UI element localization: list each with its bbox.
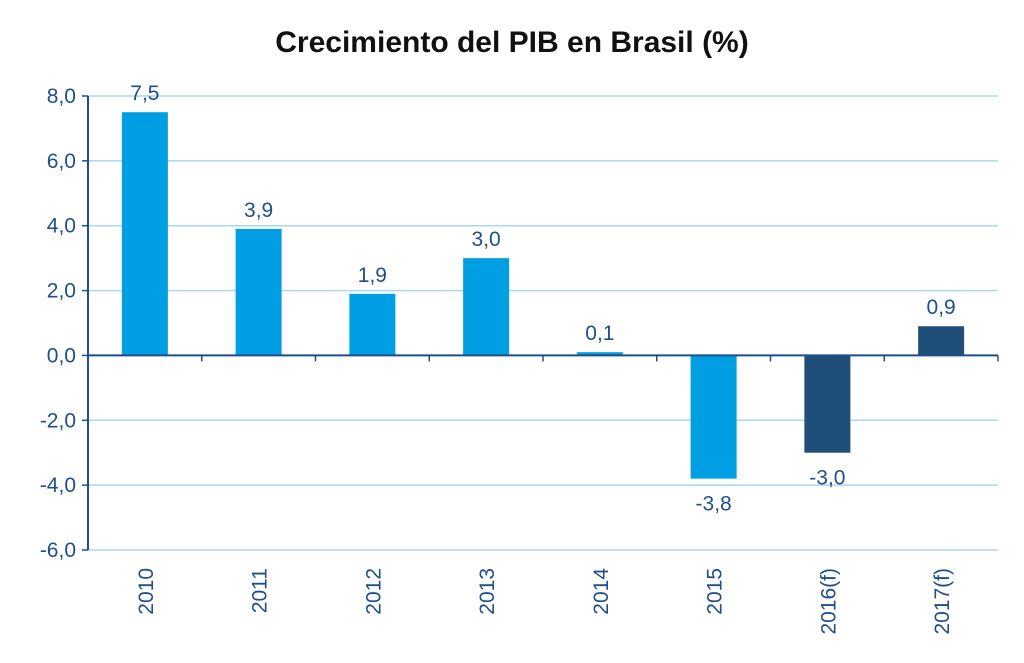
bar-2011 (235, 228, 282, 356)
data-label: -3,8 (696, 493, 732, 516)
y-tick-label: -2,0 (40, 409, 76, 432)
bar-2010 (121, 112, 168, 356)
data-label: 7,5 (130, 82, 159, 105)
y-tick-label: -6,0 (40, 539, 76, 562)
x-category-label: 2011 (249, 568, 272, 613)
x-category-label: 2015 (704, 568, 727, 615)
axes (82, 95, 999, 551)
bar-2015 (690, 355, 737, 479)
y-tick-label: 4,0 (47, 215, 76, 238)
x-category-label: 2010 (135, 568, 158, 615)
y-tick-label: -4,0 (40, 474, 76, 497)
labels: 8,0 6,0 4,0 2,0 0,0 -2,0 -4,0 -6,0 7,5 2010 3,9 201… (40, 82, 956, 634)
bar-2012 (349, 293, 396, 356)
data-label: 3,0 (472, 228, 501, 251)
chart-title: Crecimiento del PIB en Brasil (%) (275, 26, 749, 59)
y-tick-label: 8,0 (47, 85, 76, 108)
x-category-label: 2014 (590, 568, 613, 615)
x-category-label: 2016(f) (817, 568, 840, 635)
data-label: 0,1 (585, 322, 614, 345)
bar-2016(f) (804, 355, 851, 453)
bars (121, 112, 965, 479)
y-tick-label: 0,0 (47, 344, 76, 367)
x-category-label: 2012 (362, 568, 385, 615)
bar-2014 (576, 352, 623, 356)
data-label: -3,0 (809, 467, 845, 490)
data-label: 0,9 (927, 296, 956, 319)
data-label: 1,9 (358, 264, 387, 287)
gridlines (88, 95, 998, 551)
x-category-label: 2013 (476, 568, 499, 615)
bar-2017(f) (918, 326, 965, 356)
x-category-label: 2017(f) (931, 568, 954, 635)
bar-2013 (463, 258, 510, 356)
y-tick-label: 6,0 (47, 150, 76, 173)
y-tick-label: 2,0 (47, 280, 76, 303)
data-label: 3,9 (244, 199, 273, 222)
